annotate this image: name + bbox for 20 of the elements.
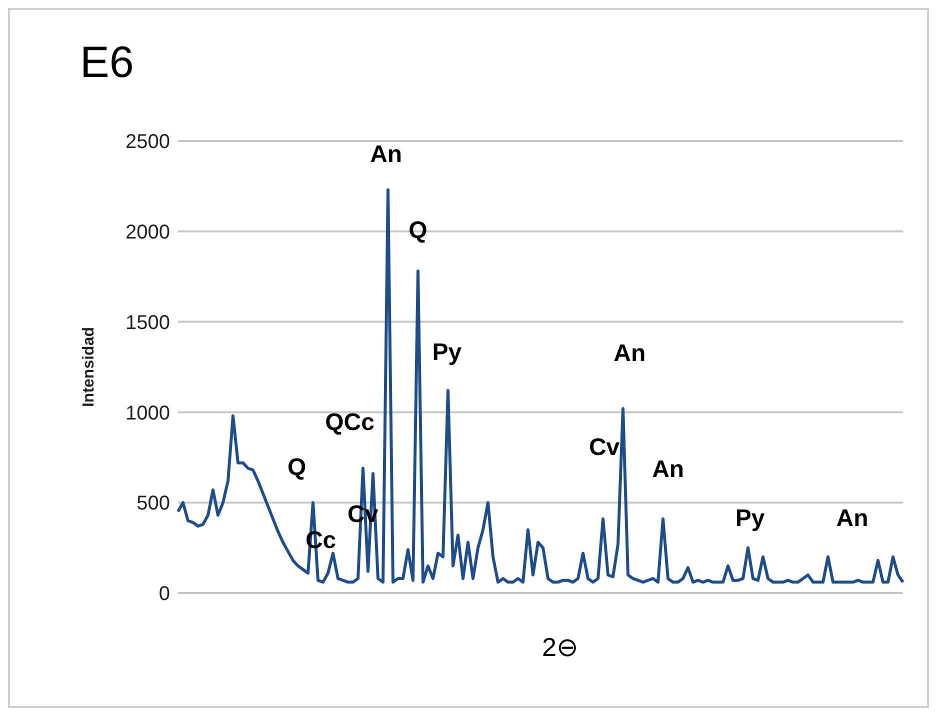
line-series [176,188,904,584]
y-axis-title: Intensidad [80,326,98,408]
annotation: Py [432,338,462,366]
y-tick-label: 1000 [126,402,170,424]
annotation: Py [735,504,765,532]
y-tick-label: 2000 [126,222,170,244]
y-tick-label: 2500 [126,131,170,154]
annotation: An [370,141,402,168]
annotation: Cv [588,434,620,462]
annotation: QCc [325,409,374,436]
y-tick-label: 500 [136,492,170,515]
annotation: An [652,456,684,484]
annotation: Q [288,454,306,482]
y-tick-label: 0 [158,583,170,606]
chart-title: E6 [80,38,134,88]
x-axis-title: 2⊖ [542,632,578,663]
y-tick-label: 1500 [126,312,170,334]
annotation: An [614,340,646,368]
annotation: Q [408,217,428,244]
annotation: An [836,504,868,532]
